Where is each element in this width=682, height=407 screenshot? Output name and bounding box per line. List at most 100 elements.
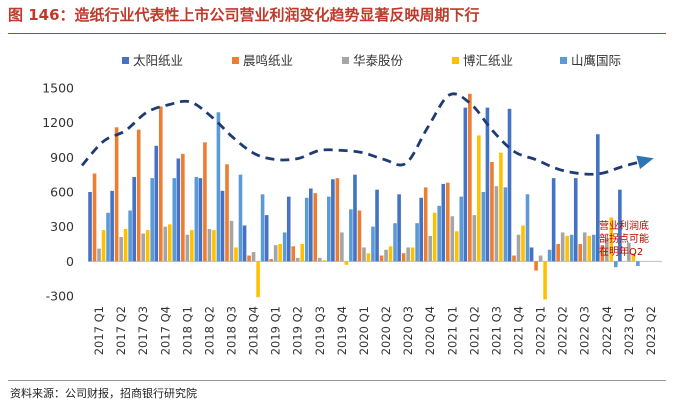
bar-4-2020-Q2 <box>388 246 393 262</box>
bar-3-2022-Q2 <box>560 232 565 262</box>
bar-3-2022-Q3 <box>582 232 587 262</box>
bar-2-2019-Q3 <box>313 193 318 262</box>
bar-4-2018-Q3 <box>234 247 238 262</box>
bar-1-2019-Q1 <box>264 215 269 262</box>
bar-2-2019-Q2 <box>291 246 296 262</box>
x-tick-label: 2017 Q4 <box>158 306 172 355</box>
bar-3-2022-Q1 <box>538 255 543 262</box>
bar-4-2022-Q3 <box>587 235 592 262</box>
bar-3-2019-Q2 <box>295 257 300 262</box>
bar-2-2020-Q3 <box>401 253 406 262</box>
bar-5-2021-Q2 <box>481 192 486 262</box>
source-divider <box>8 380 666 381</box>
bar-1-2022-Q4 <box>596 134 600 262</box>
x-tick-label: 2022 Q1 <box>534 306 548 355</box>
bar-3-2019-Q4 <box>340 232 344 262</box>
bar-2-2019-Q1 <box>269 259 273 262</box>
bar-4-2021-Q3 <box>499 152 503 262</box>
bar-1-2018-Q2 <box>198 178 203 262</box>
y-tick-label: 1500 <box>42 81 74 96</box>
bar-1-2022-Q1 <box>529 247 534 262</box>
x-tick-label: 2020 Q2 <box>379 306 393 355</box>
bar-1-2017-Q1 <box>88 192 92 262</box>
legend-swatch-5 <box>560 57 567 64</box>
bar-4-2019-Q1 <box>278 244 282 262</box>
legend-swatch-1 <box>122 57 129 64</box>
bar-2-2019-Q4 <box>335 178 340 262</box>
bar-2-2018-Q4 <box>247 255 251 262</box>
bar-4-2019-Q3 <box>322 260 327 262</box>
bar-3-2021-Q4 <box>516 234 521 262</box>
bar-4-2020-Q3 <box>410 247 415 262</box>
bar-5-2019-Q3 <box>327 196 331 262</box>
bar-5-2017-Q1 <box>106 212 110 262</box>
bar-5-2020-Q4 <box>437 205 441 262</box>
bar-3-2018-Q4 <box>251 252 256 262</box>
bar-1-2020-Q1 <box>353 174 357 262</box>
bar-3-2017-Q2 <box>119 237 123 262</box>
bar-4-2022-Q2 <box>565 235 569 262</box>
x-tick-label: 2017 Q1 <box>92 306 106 355</box>
x-tick-label: 2021 Q2 <box>467 306 481 355</box>
bar-3-2017-Q4 <box>163 226 168 262</box>
x-tick-label: 2022 Q3 <box>578 306 592 355</box>
bar-2-2022-Q4 <box>600 245 605 262</box>
bar-3-2021-Q1 <box>450 216 455 262</box>
bar-2-2022-Q2 <box>556 244 560 262</box>
bar-4-2023-Q1 <box>631 253 636 262</box>
bar-2-2021-Q3 <box>490 161 494 262</box>
y-tick-label: 600 <box>50 185 74 200</box>
bar-4-2018-Q2 <box>212 230 216 262</box>
bar-1-2019-Q3 <box>309 188 313 262</box>
bar-4-2021-Q4 <box>521 225 525 262</box>
x-tick-label: 2020 Q1 <box>357 306 371 355</box>
bar-4-2018-Q1 <box>190 230 194 262</box>
bottom-annotation: 营业利润底部拐点可能在明年Q2 <box>599 219 649 258</box>
bar-5-2018-Q2 <box>216 112 221 262</box>
bar-1-2017-Q4 <box>154 145 159 262</box>
bar-3-2018-Q2 <box>207 228 212 262</box>
legend-label-1: 太阳纸业 <box>133 53 183 68</box>
bar-3-2018-Q1 <box>185 234 190 262</box>
legend-swatch-2 <box>232 57 239 64</box>
bar-5-2017-Q2 <box>128 210 132 262</box>
bar-2-2017-Q4 <box>158 106 163 262</box>
y-tick-label: 300 <box>50 219 74 234</box>
bar-2-2017-Q3 <box>136 129 141 262</box>
bar-3-2020-Q2 <box>384 249 388 262</box>
bar-3-2021-Q3 <box>494 186 499 262</box>
x-tick-label: 2019 Q4 <box>335 306 349 355</box>
x-tick-label: 2018 Q1 <box>180 306 194 355</box>
bar-5-2018-Q1 <box>194 176 199 262</box>
bar-2-2021-Q1 <box>445 182 450 262</box>
bar-4-2017-Q4 <box>167 224 172 262</box>
x-tick-label: 2019 Q3 <box>313 306 327 355</box>
bar-3-2022-Q4 <box>605 238 609 262</box>
bar-4-2017-Q1 <box>101 230 106 262</box>
bar-4-2018-Q4 <box>256 261 260 298</box>
x-tick-label: 2017 Q2 <box>114 306 128 355</box>
bar-4-2021-Q1 <box>454 231 459 262</box>
bar-2-2020-Q1 <box>357 210 362 262</box>
bar-4-2020-Q4 <box>432 212 437 262</box>
bar-2-2018-Q3 <box>225 164 229 262</box>
x-tick-label: 2019 Q2 <box>291 306 305 355</box>
bar-4-2022-Q4 <box>609 217 614 262</box>
x-tick-label: 2021 Q4 <box>512 306 526 355</box>
bar-1-2021-Q1 <box>441 183 446 262</box>
y-tick-label: -300 <box>46 289 74 304</box>
bar-2-2018-Q2 <box>203 142 207 262</box>
bar-5-2020-Q1 <box>371 226 375 262</box>
legend-label-3: 华泰股份 <box>353 53 404 68</box>
bar-1-2020-Q2 <box>375 189 379 262</box>
bar-1-2017-Q2 <box>110 190 114 262</box>
bar-1-2018-Q4 <box>242 225 247 262</box>
bar-4-2021-Q2 <box>477 135 481 262</box>
bar-2-2021-Q4 <box>512 255 516 262</box>
bar-2-2017-Q2 <box>114 127 119 262</box>
bar-1-2019-Q2 <box>286 196 291 262</box>
figure-source: 资料来源：公司财报，招商银行研究院 <box>10 387 197 400</box>
bar-3-2020-Q4 <box>428 235 432 262</box>
bar-1-2022-Q2 <box>551 178 556 262</box>
bar-1-2018-Q3 <box>220 190 225 262</box>
